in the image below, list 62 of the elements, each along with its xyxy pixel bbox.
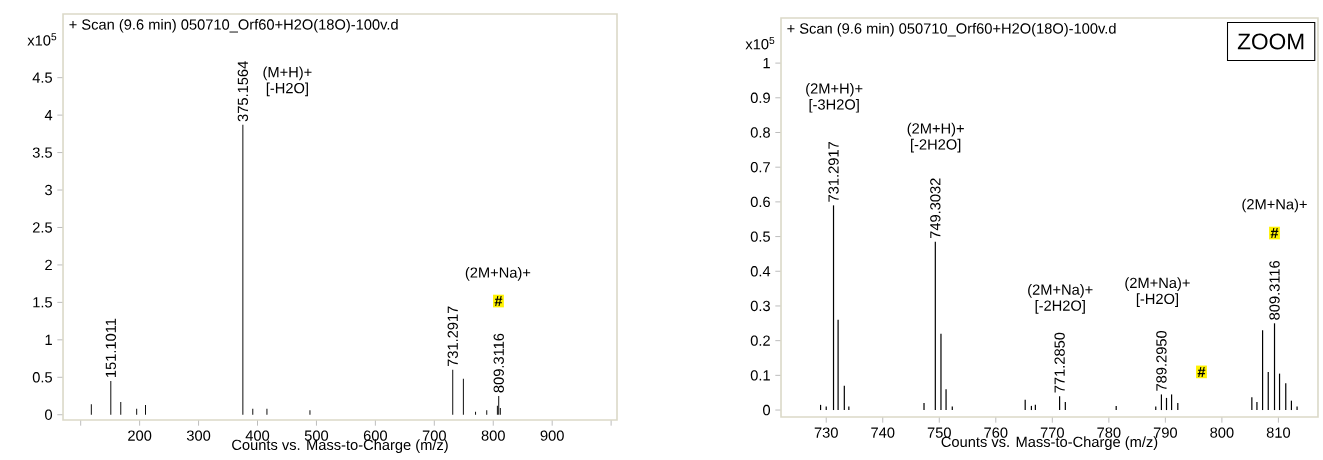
x-tick-label: 780 — [1097, 427, 1121, 438]
annotation: 375.1564 — [237, 61, 249, 122]
x-tick-label: 760 — [984, 427, 1008, 438]
y-tick-label: 0.5 — [750, 231, 770, 242]
y-tick-label: 0.3 — [750, 300, 770, 312]
y-tick-label: 1.5 — [33, 297, 52, 308]
y-tick-label: 0.8 — [750, 127, 770, 138]
y-tick-label: 0.4 — [750, 266, 771, 277]
x-tick-label: 790 — [1153, 427, 1178, 438]
x-tick-label: 500 — [304, 430, 329, 441]
y-tick-label: 0.6 — [750, 196, 770, 208]
y-tick-label: 3.5 — [32, 147, 52, 158]
y-tick-label: 0.1 — [750, 370, 770, 381]
y-tick-label: 1 — [763, 58, 770, 69]
annotation: 749.3032 — [930, 178, 941, 239]
x-tick-label: 900 — [540, 430, 564, 441]
x-tick-label: 200 — [128, 430, 152, 441]
x-tick-label: 740 — [871, 427, 895, 438]
annotation: (2M+Na)+ — [1242, 198, 1307, 213]
annotation: # — [1197, 366, 1206, 377]
annotation: 731.2917 — [447, 306, 458, 367]
chart-title: + Scan (9.6 min) 050710_Orf60+H2O(18O)-100v.d — [69, 18, 398, 33]
annotation: 789.2950 — [1156, 330, 1167, 391]
y-tick-label: 0.5 — [32, 372, 52, 383]
annotation: 809.3116 — [1269, 260, 1280, 320]
annotation: 809.3116 — [493, 333, 504, 393]
annotation: (2M+H)+ [-3H2O] — [806, 82, 863, 113]
annotation: (2M+Na)+ — [465, 267, 531, 281]
x-tick-label: 800 — [481, 430, 505, 441]
y-tick-label: 0 — [763, 404, 771, 416]
y-tick-label: 4.5 — [32, 72, 52, 83]
x-tick-label: 750 — [927, 427, 951, 438]
y-tick-label: 1 — [45, 334, 52, 345]
y-tick-label: 2.5 — [32, 222, 52, 233]
x-tick-label: 810 — [1266, 427, 1291, 438]
y-axis-title: x10$^{5}$ — [27, 33, 57, 46]
annotation: ZOOM — [1237, 33, 1304, 50]
x-tick-label: 730 — [814, 427, 838, 438]
x-tick-label: 400 — [245, 430, 270, 441]
chart-title: + Scan (9.6 min) 050710_Orf60+H2O(18O)-100v.d — [787, 22, 1116, 37]
y-tick-label: 0.9 — [750, 92, 770, 103]
x-tick-label: 600 — [363, 430, 388, 441]
annotation: (2M+Na)+ [-2H2O] — [1028, 284, 1093, 314]
y-tick-label: 2 — [45, 259, 52, 271]
y-tick-label: 3 — [45, 184, 52, 196]
annotation: (M+H)+ [-H2O] — [263, 66, 312, 97]
x-tick-label: 300 — [186, 430, 211, 441]
y-tick-label: 0.2 — [750, 335, 770, 346]
annotation: 771.2850 — [1054, 332, 1065, 393]
annotation: (2M+H)+ [-2H2O] — [907, 122, 964, 153]
x-tick-label: 700 — [422, 430, 446, 441]
x-tick-label: 800 — [1210, 427, 1234, 438]
annotation: 151.1011 — [105, 318, 117, 377]
y-axis-title: x10$^{5}$ — [745, 36, 775, 50]
y-tick-label: 4 — [44, 110, 53, 121]
x-tick-label: 770 — [1040, 427, 1064, 438]
annotation: (2M+Na)+ [-H2O] — [1125, 277, 1190, 307]
annotation: # — [1270, 228, 1279, 239]
annotation: 731.2917 — [828, 141, 839, 202]
y-tick-label: 0 — [45, 409, 53, 420]
y-tick-label: 0.7 — [750, 162, 770, 173]
annotation: # — [494, 296, 503, 307]
